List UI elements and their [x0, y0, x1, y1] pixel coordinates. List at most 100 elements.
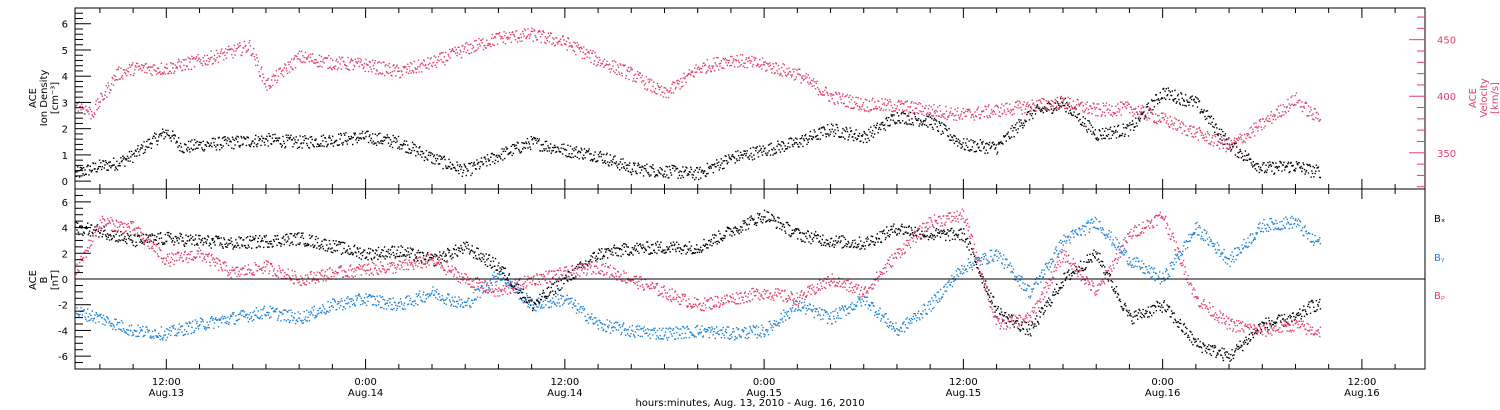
density-point-39: [100, 168, 103, 171]
density-point-1130: [825, 135, 827, 138]
density-point-751: [573, 147, 576, 149]
by-point-668: [518, 298, 521, 300]
by-point-729: [559, 305, 561, 307]
velocity-point-491: [401, 70, 403, 73]
density-point-1842: [1298, 162, 1300, 164]
density-point-837: [630, 173, 633, 176]
velocity-point-514: [416, 68, 418, 70]
density-point-1164: [848, 136, 850, 138]
density-point-1516: [1081, 121, 1084, 124]
velocity-point-1107: [810, 83, 812, 85]
velocity-point-1245: [901, 109, 904, 111]
density-point-926: [690, 166, 692, 168]
by-point-465: [383, 299, 386, 301]
by-point-92: [136, 330, 138, 332]
velocity-point-131: [162, 72, 164, 74]
by-point-1238: [897, 329, 899, 331]
velocity-point-598: [472, 44, 474, 47]
by-point-404: [343, 306, 345, 308]
density-point-189: [200, 141, 202, 144]
density-point-1256: [909, 123, 911, 125]
velocity-point-1626: [1155, 113, 1157, 115]
by-point-1024: [755, 327, 757, 329]
density-point-863: [648, 173, 650, 176]
velocity-point-596: [470, 52, 473, 54]
by-point-899: [672, 329, 674, 331]
by-point-868: [651, 329, 653, 331]
by-point-539: [433, 294, 435, 297]
density-point-470: [387, 136, 389, 138]
by-point-944: [702, 336, 704, 338]
velocity-point-762: [581, 48, 583, 50]
velocity-point-978: [724, 57, 726, 60]
by-point-362: [315, 316, 317, 318]
velocity-point-919: [685, 81, 687, 83]
by-point-313: [282, 309, 285, 311]
density-point-1254: [907, 115, 910, 117]
by-point-929: [692, 333, 694, 335]
velocity-point-358: [312, 61, 315, 63]
density-point-370: [320, 135, 323, 137]
velocity-point-1344: [967, 108, 970, 110]
velocity-point-112: [149, 66, 151, 68]
density-point-1404: [1007, 131, 1009, 133]
by-point-19: [87, 316, 89, 318]
velocity-point-935: [696, 71, 698, 73]
density-point-344: [303, 139, 305, 142]
velocity-point-744: [569, 42, 571, 44]
velocity-point-351: [308, 54, 310, 56]
velocity-point-882: [660, 85, 663, 87]
density-point-1044: [768, 150, 770, 152]
density-point-125: [158, 136, 160, 138]
by-point-579: [459, 305, 461, 308]
by-point-1173: [854, 308, 856, 311]
velocity-point-65: [118, 66, 120, 68]
density-point-1321: [952, 139, 954, 141]
by-point-928: [691, 334, 693, 336]
density-point-1708: [1209, 116, 1211, 119]
density-point-932: [694, 178, 696, 181]
velocity-point-743: [568, 45, 570, 48]
density-point-1490: [1064, 97, 1067, 100]
density-point-76: [125, 159, 127, 161]
velocity-point-726: [557, 43, 559, 45]
velocity-point-714: [549, 35, 551, 37]
by-point-702: [541, 304, 543, 306]
velocity-point-834: [628, 70, 631, 73]
velocity-point-1363: [980, 113, 982, 116]
by-point-86: [132, 332, 134, 334]
density-point-1156: [842, 136, 845, 138]
density-point-641: [500, 153, 503, 155]
by-point-1077: [790, 309, 792, 311]
velocity-point-1791: [1264, 125, 1266, 127]
velocity-point-1840: [1297, 102, 1299, 104]
density-point-97: [139, 149, 141, 151]
by-point-252: [242, 309, 244, 312]
by-point-226: [225, 317, 227, 319]
velocity-point-785: [596, 56, 598, 59]
by-point-478: [392, 297, 394, 299]
velocity-point-727: [557, 41, 560, 43]
by-point-50: [108, 322, 110, 324]
velocity-point-1708: [1209, 142, 1211, 144]
density-point-48: [106, 163, 109, 165]
density-point-1231: [892, 119, 894, 122]
density-point-1220: [885, 118, 887, 120]
by-point-243: [236, 319, 238, 322]
density-point-411: [348, 136, 350, 138]
velocity-point-921: [686, 74, 689, 77]
density-point-883: [661, 169, 663, 171]
by-point-108: [146, 328, 149, 331]
density-point-1203: [874, 133, 876, 135]
velocity-point-1169: [851, 107, 853, 109]
velocity-point-1650: [1170, 120, 1173, 122]
velocity-point-207: [212, 62, 214, 65]
density-point-96: [138, 154, 141, 156]
velocity-point-760: [579, 50, 582, 53]
by-point-806: [610, 322, 612, 324]
density-point-1438: [1030, 106, 1032, 108]
by-point-752: [574, 299, 576, 301]
velocity-point-48: [106, 87, 109, 89]
density-point-1379: [990, 145, 993, 147]
velocity-point-11: [82, 108, 84, 110]
